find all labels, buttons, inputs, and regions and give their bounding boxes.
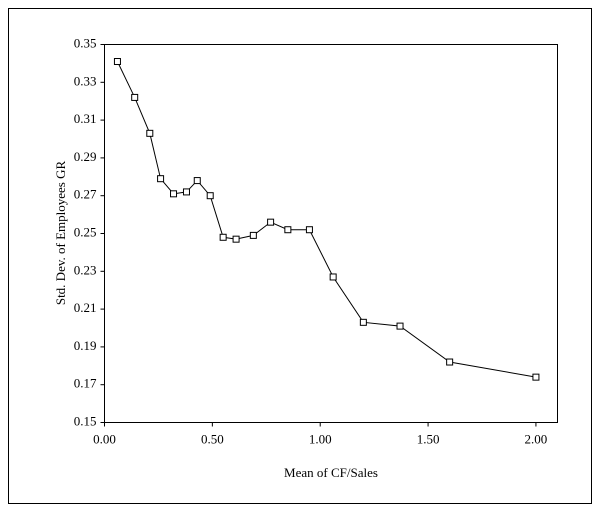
x-tick-label: 0.50 — [201, 431, 224, 446]
x-axis-label: Mean of CF/Sales — [284, 465, 378, 480]
marker — [305, 226, 313, 234]
marker — [113, 58, 121, 66]
marker — [249, 231, 257, 239]
marker — [359, 318, 367, 326]
marker — [532, 373, 540, 381]
chart-border — [8, 8, 592, 504]
y-tick-label: 0.19 — [74, 338, 97, 353]
marker — [131, 93, 139, 101]
marker — [182, 188, 190, 196]
marker — [146, 129, 154, 137]
y-tick-label: 0.15 — [74, 413, 97, 428]
y-tick-label: 0.29 — [74, 149, 97, 164]
marker — [396, 322, 404, 330]
y-tick-label: 0.23 — [74, 262, 97, 277]
y-tick-label: 0.25 — [74, 224, 97, 239]
marker — [193, 177, 201, 185]
y-tick-label: 0.31 — [74, 111, 97, 126]
x-tick-label: 0.00 — [93, 431, 116, 446]
y-tick-label: 0.21 — [74, 300, 97, 315]
marker — [206, 192, 214, 200]
x-tick-label: 1.00 — [309, 431, 332, 446]
marker — [219, 233, 227, 241]
x-tick-label: 1.50 — [417, 431, 440, 446]
y-tick-label: 0.17 — [74, 376, 97, 391]
y-tick-label: 0.27 — [74, 187, 97, 202]
marker — [446, 358, 454, 366]
marker — [267, 218, 275, 226]
marker — [157, 175, 165, 183]
y-tick-label: 0.33 — [74, 73, 97, 88]
x-tick-label: 2.00 — [525, 431, 548, 446]
marker — [232, 235, 240, 243]
y-axis-label: Std. Dev. of Employees GR — [53, 161, 68, 306]
marker — [284, 226, 292, 234]
y-tick-label: 0.35 — [74, 35, 97, 50]
marker — [329, 273, 337, 281]
marker — [170, 190, 178, 198]
